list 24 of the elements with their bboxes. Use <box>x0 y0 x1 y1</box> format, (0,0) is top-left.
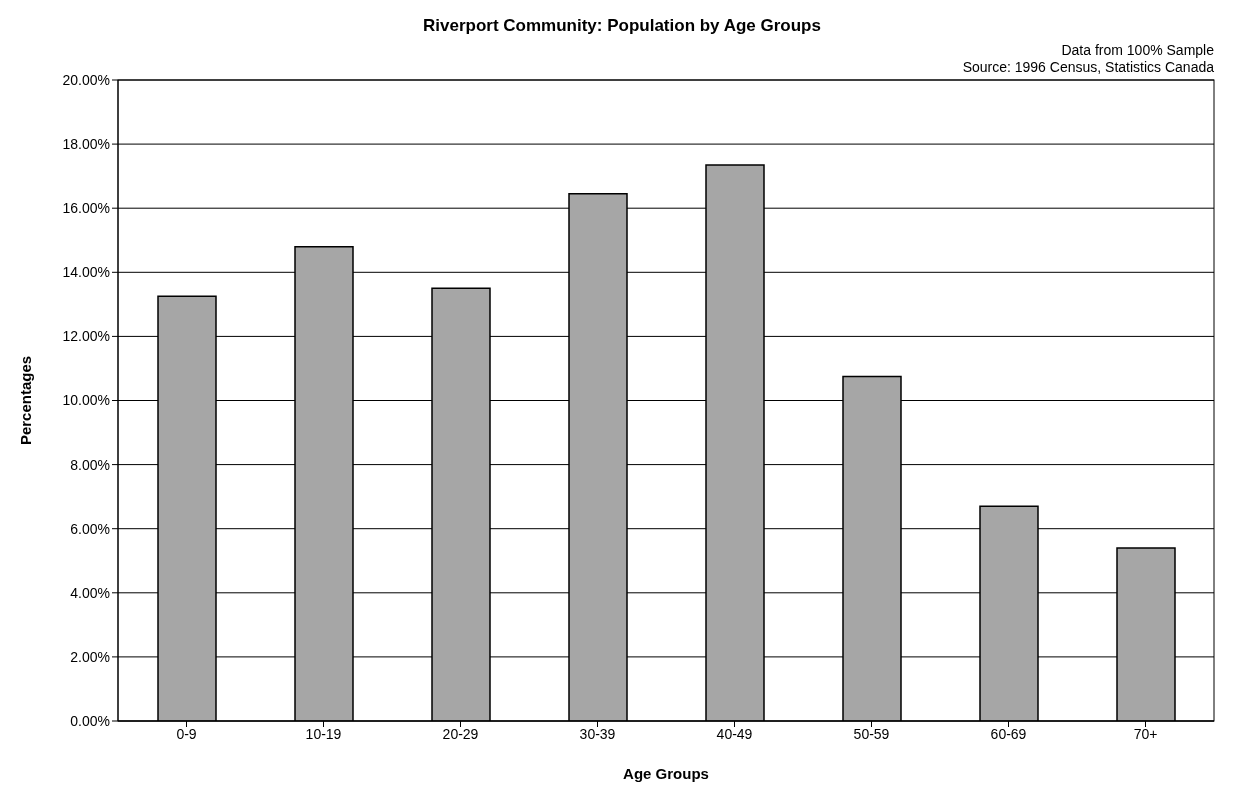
y-tick-label: 12.00% <box>62 328 110 345</box>
x-tick-label: 60-69 <box>990 725 1027 742</box>
y-tick-label: 20.00% <box>62 71 110 88</box>
x-axis-title: Age Groups <box>623 765 709 782</box>
y-tick-label: 6.00% <box>70 520 110 537</box>
chart-title: Riverport Community: Population by Age Groups <box>422 16 822 36</box>
y-tick-label: 18.00% <box>62 136 110 153</box>
x-tick-label: 10-19 <box>305 725 342 742</box>
y-axis-title: Percentages <box>17 355 35 446</box>
y-tick-label: 4.00% <box>70 584 110 601</box>
x-tick-label: 50-59 <box>853 725 890 742</box>
x-tick-label: 40-49 <box>716 725 753 742</box>
x-tick-label: 30-39 <box>579 725 616 742</box>
source-note: Source: 1996 Census, Statistics Canada <box>962 59 1214 76</box>
x-tick-label: 20-29 <box>442 725 479 742</box>
y-tick-label: 14.00% <box>62 264 110 281</box>
y-tick-label: 8.00% <box>70 456 110 473</box>
y-tick-label: 2.00% <box>70 648 110 665</box>
x-tick-label: 70+ <box>1133 725 1158 742</box>
x-tick-label: 0-9 <box>176 725 197 742</box>
y-tick-label: 0.00% <box>70 712 110 729</box>
y-tick-label: 10.00% <box>62 392 110 409</box>
y-tick-label: 16.00% <box>62 200 110 217</box>
text: Data from 100% Sample <box>1060 42 1214 59</box>
